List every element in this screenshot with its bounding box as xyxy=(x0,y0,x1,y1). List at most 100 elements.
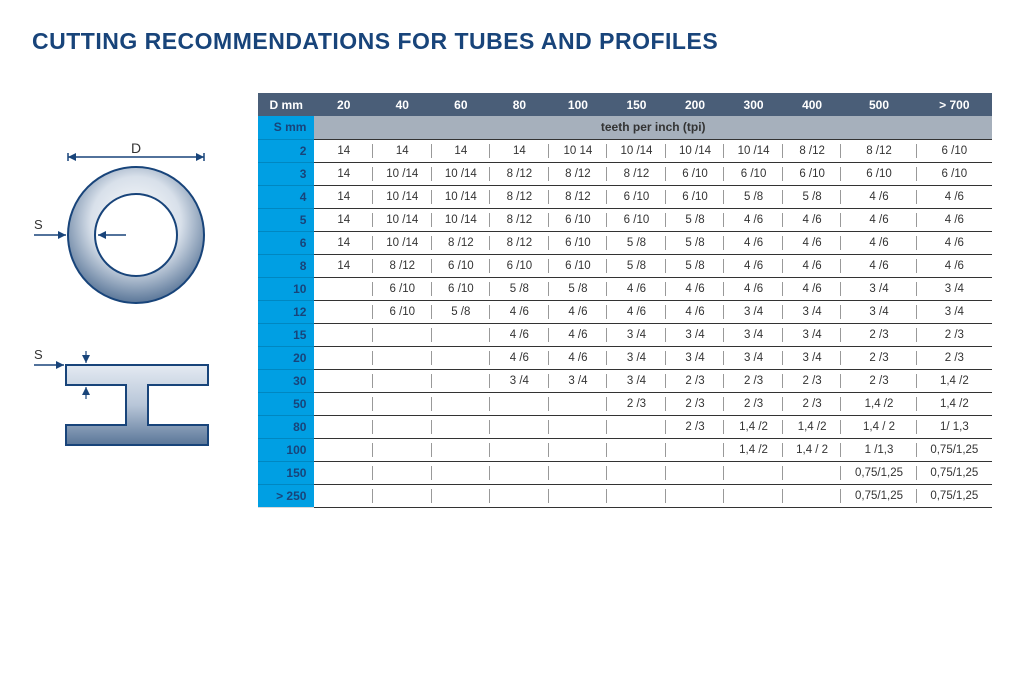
tpi-cell: 2 /3 xyxy=(841,323,916,346)
tpi-cell: 2 /3 xyxy=(783,392,842,415)
tpi-cell: 5 /8 xyxy=(607,254,666,277)
tpi-cell: 6 /10 xyxy=(917,162,992,185)
tpi-cell: 3 /4 xyxy=(917,300,992,323)
tpi-cell xyxy=(373,346,432,369)
table-row: 303 /43 /43 /42 /32 /32 /32 /31,4 /2 xyxy=(258,369,992,392)
tpi-cell: 6 /10 xyxy=(490,254,549,277)
tpi-cell: 4 /6 xyxy=(666,300,725,323)
tpi-cell: 4 /6 xyxy=(917,185,992,208)
tpi-cell: 0,75/1,25 xyxy=(841,484,916,507)
tpi-cell xyxy=(314,438,373,461)
table-row: 31410 /1410 /148 /128 /128 /126 /106 /10… xyxy=(258,162,992,185)
tpi-cell: 1,4 /2 xyxy=(917,369,992,392)
table-row: 61410 /148 /128 /126 /105 /85 /84 /64 /6… xyxy=(258,231,992,254)
tpi-cell: 5 /8 xyxy=(666,208,725,231)
tpi-cell: 8 /12 xyxy=(549,185,608,208)
table-row: 802 /31,4 /21,4 /21,4 / 21/ 1,3 xyxy=(258,415,992,438)
tpi-cell: 1,4 /2 xyxy=(841,392,916,415)
tpi-cell xyxy=(432,484,491,507)
tpi-cell: 10 /14 xyxy=(373,185,432,208)
tpi-cell: 4 /6 xyxy=(607,277,666,300)
tpi-cell: 10 /14 xyxy=(432,208,491,231)
tpi-cell: 8 /12 xyxy=(432,231,491,254)
tpi-cell: 1,4 /2 xyxy=(724,415,783,438)
tpi-cell: 2 /3 xyxy=(724,392,783,415)
header-d-value: 500 xyxy=(841,93,916,116)
header-d-value: 40 xyxy=(373,93,432,116)
tpi-cell xyxy=(666,438,725,461)
s-value-cell: 5 xyxy=(258,208,314,231)
tpi-cell xyxy=(432,438,491,461)
tpi-cell: 0,75/1,25 xyxy=(917,484,992,507)
tpi-cell: 2 /3 xyxy=(917,323,992,346)
tpi-cell: 2 /3 xyxy=(783,369,842,392)
tpi-cell: 6 /10 xyxy=(917,139,992,162)
header-d-value: 100 xyxy=(549,93,608,116)
tpi-cell: 1,4 /2 xyxy=(783,415,842,438)
tpi-cell: 4 /6 xyxy=(783,277,842,300)
diagram-label-s-profile: S xyxy=(34,347,43,362)
tpi-cell: 8 /12 xyxy=(373,254,432,277)
tpi-cell xyxy=(314,369,373,392)
tpi-cell: 8 /12 xyxy=(607,162,666,185)
s-value-cell: 10 xyxy=(258,277,314,300)
tpi-cell: 5 /8 xyxy=(549,277,608,300)
tpi-cell: 14 xyxy=(314,208,373,231)
table-row: 8148 /126 /106 /106 /105 /85 /84 /64 /64… xyxy=(258,254,992,277)
tpi-cell: 5 /8 xyxy=(432,300,491,323)
tpi-cell: 1,4 / 2 xyxy=(841,415,916,438)
tpi-cell: 14 xyxy=(314,254,373,277)
tpi-cell: 4 /6 xyxy=(724,254,783,277)
tpi-cell: 10 14 xyxy=(549,139,608,162)
subheader-row: S mmteeth per inch (tpi) xyxy=(258,116,992,139)
tpi-cell: 2 /3 xyxy=(841,369,916,392)
s-value-cell: 6 xyxy=(258,231,314,254)
tpi-cell: 4 /6 xyxy=(724,208,783,231)
tpi-cell: 3 /4 xyxy=(490,369,549,392)
tpi-cell xyxy=(607,415,666,438)
tpi-cell xyxy=(314,346,373,369)
table-header: D mm20406080100150200300400500> 700 xyxy=(258,93,992,116)
tpi-cell: 6 /10 xyxy=(607,208,666,231)
tpi-cell xyxy=(314,277,373,300)
tpi-cell: 4 /6 xyxy=(841,254,916,277)
recommendation-table: D mm20406080100150200300400500> 700 S mm… xyxy=(258,93,992,508)
tpi-cell: 8 /12 xyxy=(783,139,842,162)
tpi-cell: 4 /6 xyxy=(490,323,549,346)
table-row: 1001,4 /21,4 / 21 /1,30,75/1,25 xyxy=(258,438,992,461)
tpi-cell: 4 /6 xyxy=(549,300,608,323)
table-row: 126 /105 /84 /64 /64 /64 /63 /43 /43 /43… xyxy=(258,300,992,323)
tpi-cell: 14 xyxy=(373,139,432,162)
tpi-cell: 6 /10 xyxy=(724,162,783,185)
tpi-cell: 0,75/1,25 xyxy=(917,438,992,461)
header-d-value: 20 xyxy=(314,93,373,116)
tpi-cell: 6 /10 xyxy=(549,254,608,277)
tpi-cell: 3 /4 xyxy=(724,323,783,346)
s-value-cell: 20 xyxy=(258,346,314,369)
s-value-cell: 2 xyxy=(258,139,314,162)
diagram-label-d: D xyxy=(131,140,141,156)
tpi-cell: 5 /8 xyxy=(490,277,549,300)
s-value-cell: 12 xyxy=(258,300,314,323)
tpi-cell: 5 /8 xyxy=(666,254,725,277)
tpi-cell: 4 /6 xyxy=(666,277,725,300)
s-value-cell: 3 xyxy=(258,162,314,185)
tpi-cell: 4 /6 xyxy=(549,323,608,346)
tpi-cell: 5 /8 xyxy=(607,231,666,254)
diagram-column: D S S xyxy=(32,93,222,457)
tpi-cell xyxy=(432,415,491,438)
tpi-cell: 2 /3 xyxy=(841,346,916,369)
header-d-label: D mm xyxy=(258,93,314,116)
tpi-cell: 3 /4 xyxy=(783,300,842,323)
tpi-cell xyxy=(314,461,373,484)
s-value-cell: 80 xyxy=(258,415,314,438)
tpi-cell: 8 /12 xyxy=(490,185,549,208)
tpi-cell xyxy=(724,461,783,484)
diagram-ring: D S xyxy=(32,139,222,319)
tpi-cell xyxy=(314,484,373,507)
tpi-cell xyxy=(490,438,549,461)
table-row: 1500,75/1,250,75/1,25 xyxy=(258,461,992,484)
tpi-cell: 14 xyxy=(314,162,373,185)
tpi-cell: 3 /4 xyxy=(607,369,666,392)
s-value-cell: 8 xyxy=(258,254,314,277)
